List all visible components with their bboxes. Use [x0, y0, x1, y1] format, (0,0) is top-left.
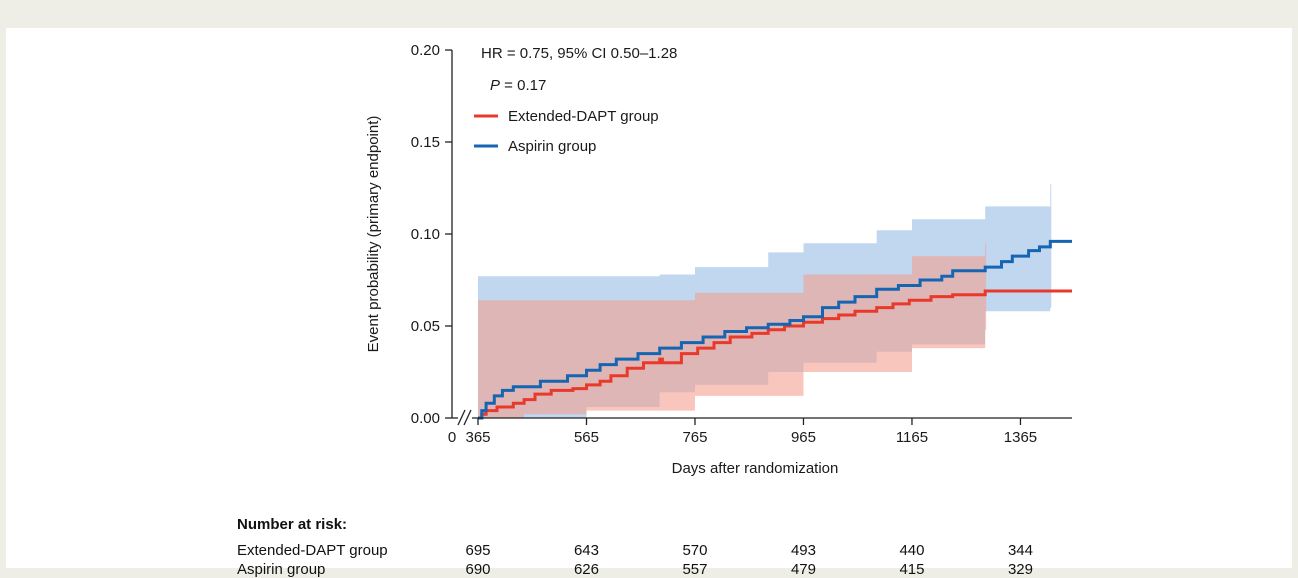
axis-break-slash	[457, 409, 466, 426]
risk-value: 344	[1007, 542, 1033, 559]
y-ticks: 0.00 0.05 0.10 0.15 0.20	[411, 42, 452, 427]
series-line-extended-dapt	[478, 289, 1072, 420]
risk-value: 690	[465, 561, 491, 578]
risk-value: 479	[790, 561, 816, 578]
risk-value: 329	[1007, 561, 1033, 578]
risk-row-label: Extended-DAPT group	[237, 542, 388, 559]
risk-value: 626	[573, 561, 599, 578]
risk-value: 415	[899, 561, 925, 578]
axis-break-marks	[457, 409, 472, 426]
figure-panel: 0.00 0.05 0.10 0.15 0.20 365 565 765 965 1165 136…	[6, 28, 1292, 578]
x-tick-label: 765	[682, 429, 707, 446]
x-tick-label: 365	[465, 429, 490, 446]
x-tick-label: 965	[791, 429, 816, 446]
series-line-aspirin	[478, 239, 1072, 420]
p-value: = 0.17	[500, 77, 546, 94]
legend-label-aspirin: Aspirin group	[508, 138, 596, 155]
p-symbol: P	[490, 77, 500, 94]
legend: HR = 0.75, 95% CI 0.50–1.28 P = 0.17 Ext…	[474, 45, 677, 155]
axis-break-slash	[463, 409, 472, 426]
risk-value: 493	[790, 542, 816, 559]
x-ticks: 365 565 765 965 1165 1365	[465, 418, 1037, 446]
x-tick-label: 565	[574, 429, 599, 446]
y-tick-label: 0.20	[411, 42, 440, 59]
axes: 0.00 0.05 0.10 0.15 0.20 365 565 765 965 1165 136…	[365, 42, 1072, 477]
series-lines	[478, 239, 1072, 420]
hazard-ratio-annotation: HR = 0.75, 95% CI 0.50–1.28	[481, 45, 677, 62]
x-tick-label: 1365	[1004, 429, 1037, 446]
risk-value: 643	[573, 542, 599, 559]
y-tick-label: 0.15	[411, 134, 440, 151]
y-tick-label: 0.10	[411, 226, 440, 243]
risk-row-label: Aspirin group	[237, 561, 326, 578]
risk-value: 440	[899, 542, 925, 559]
y-axis-title: Event probability (primary endpoint)	[365, 116, 382, 353]
p-value-annotation: P = 0.17	[490, 77, 546, 94]
km-chart: 0.00 0.05 0.10 0.15 0.20 365 565 765 965 1165 136…	[365, 42, 1072, 477]
risk-table-title: Number at risk:	[237, 516, 348, 533]
risk-value: 695	[465, 542, 491, 559]
risk-value: 570	[682, 542, 708, 559]
x-tick-label: 1165	[896, 429, 928, 446]
y-tick-label: 0.05	[411, 318, 440, 335]
x-tick-label-origin: 0	[448, 429, 456, 446]
risk-value: 557	[682, 561, 708, 578]
legend-label-extended-dapt: Extended-DAPT group	[508, 108, 659, 125]
x-axis-title: Days after randomization	[672, 460, 839, 477]
y-tick-label: 0.00	[411, 410, 440, 427]
confidence-bands	[478, 184, 1052, 418]
